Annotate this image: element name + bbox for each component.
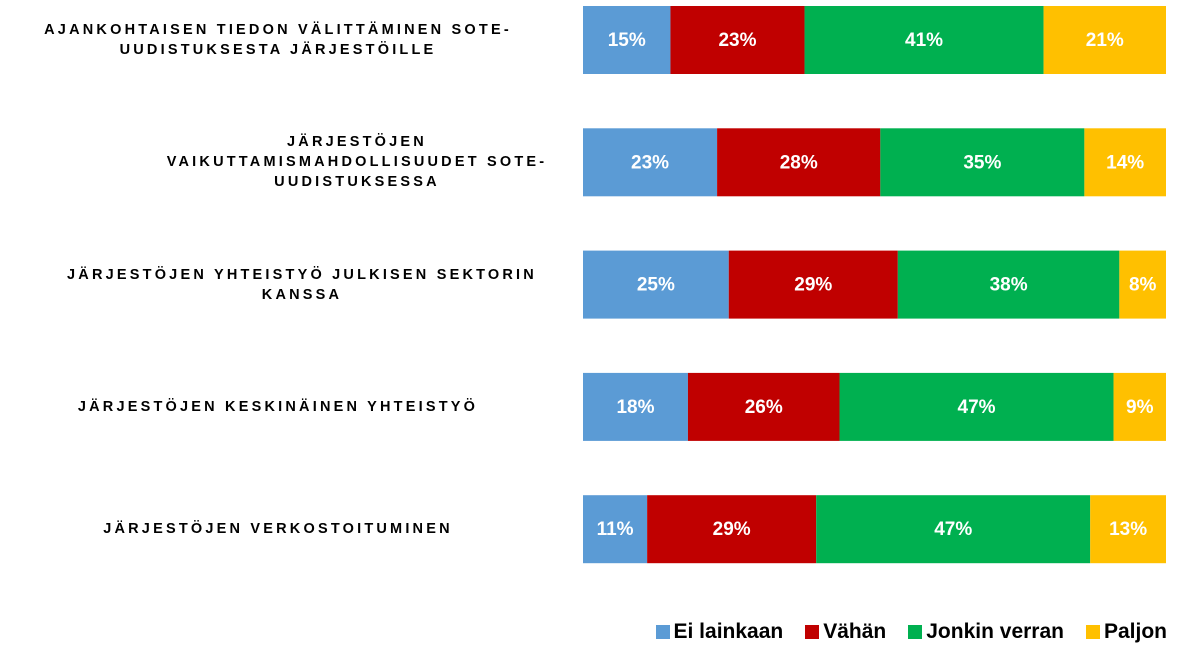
legend-swatch	[805, 625, 820, 639]
data-label: 29%	[794, 275, 832, 296]
data-label: 25%	[637, 275, 675, 296]
bar-segment	[728, 250, 898, 319]
data-label: 47%	[958, 397, 996, 418]
data-label: 47%	[934, 519, 972, 540]
data-label: 29%	[713, 519, 751, 540]
legend-item: Ei lainkaan	[655, 620, 784, 644]
bar-segment	[897, 250, 1120, 319]
legend-item: Jonkin verran	[908, 620, 1064, 644]
bar-segment	[583, 6, 671, 74]
data-label: 41%	[905, 30, 943, 51]
legend-label: Vähän	[823, 620, 887, 643]
bar-segment	[880, 128, 1085, 197]
bar-segment	[1084, 128, 1166, 197]
bar-segment	[583, 372, 688, 441]
bar-segment	[804, 6, 1044, 74]
data-label: 13%	[1109, 519, 1147, 540]
bar-segment	[1119, 250, 1166, 319]
bar-segment	[647, 495, 817, 564]
bar-segment	[583, 495, 648, 564]
bar-segment	[687, 372, 840, 441]
category-label: JÄRJESTÖJEN YHTEISTYÖ JULKISEN SEKTORIN …	[67, 266, 537, 303]
data-label: 23%	[631, 152, 669, 173]
bar-segment	[816, 495, 1091, 564]
bar-segment	[1043, 6, 1166, 74]
legend-label: Ei lainkaan	[673, 620, 784, 643]
data-label: 35%	[963, 152, 1001, 173]
legend-swatch	[908, 625, 923, 639]
legend-label: Jonkin verran	[926, 620, 1064, 643]
data-label: 28%	[780, 152, 818, 173]
data-label: 38%	[990, 275, 1028, 296]
bar-segment	[670, 6, 805, 74]
category-label: JÄRJESTÖJEN KESKINÄINEN YHTEISTYÖ	[77, 398, 479, 415]
legend: Ei lainkaan Vähän Jonkin verran Paljon	[655, 620, 1167, 644]
bar-segment	[717, 128, 881, 197]
bar-segment	[583, 250, 729, 319]
data-label: 9%	[1126, 397, 1154, 418]
data-label: 8%	[1129, 275, 1157, 296]
category-label: JÄRJESTÖJEN VAIKUTTAMISMAHDOLLISUUDET SO…	[166, 134, 548, 191]
data-label: 18%	[616, 397, 654, 418]
legend-swatch	[1085, 625, 1100, 639]
legend-label: Paljon	[1103, 620, 1167, 643]
category-label: JÄRJESTÖJEN VERKOSTOITUMINEN	[103, 521, 453, 538]
category-label: AJANKOHTAISEN TIEDON VÄLITTÄMINEN SOTE-U…	[44, 22, 512, 58]
data-label: 26%	[745, 397, 783, 418]
bar-segment	[1090, 495, 1166, 564]
legend-item: Vähän	[805, 620, 886, 644]
data-label: 11%	[597, 519, 634, 540]
data-label: 15%	[608, 30, 646, 51]
bar-segment	[1113, 372, 1166, 441]
data-label: 23%	[718, 30, 756, 51]
data-label: 14%	[1106, 152, 1144, 173]
legend-swatch	[655, 625, 670, 639]
data-label: 21%	[1086, 30, 1124, 51]
bar-segment	[583, 128, 718, 197]
legend-item: Paljon	[1085, 620, 1167, 644]
bar-segment	[839, 372, 1114, 441]
